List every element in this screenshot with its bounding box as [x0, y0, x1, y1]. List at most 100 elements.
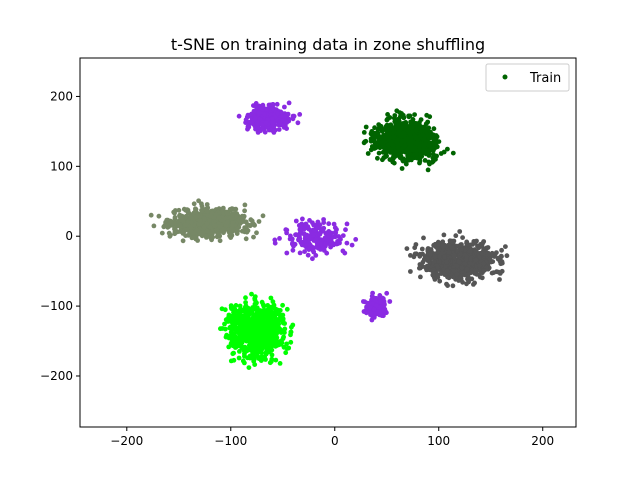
data-point	[177, 229, 183, 234]
data-point	[226, 229, 232, 235]
data-point	[254, 345, 260, 351]
data-point	[277, 312, 283, 318]
data-point	[311, 232, 316, 238]
data-point	[253, 323, 258, 329]
data-point	[240, 358, 246, 364]
data-point	[392, 113, 398, 118]
data-point	[263, 351, 269, 357]
data-point	[378, 311, 384, 317]
data-point	[231, 334, 236, 340]
data-point	[243, 300, 249, 305]
data-point	[237, 349, 242, 354]
data-point	[268, 295, 274, 301]
data-point	[159, 230, 165, 236]
data-point	[449, 239, 455, 245]
data-point	[338, 236, 343, 242]
data-point	[266, 327, 272, 332]
data-point	[248, 217, 254, 223]
data-point	[222, 321, 227, 327]
data-point	[226, 314, 232, 320]
data-point	[302, 249, 307, 255]
data-point	[290, 116, 296, 122]
data-point	[228, 303, 234, 308]
data-point	[332, 230, 338, 235]
data-point	[372, 125, 377, 131]
legend-box	[485, 63, 570, 92]
data-point	[204, 221, 210, 227]
data-point	[395, 130, 401, 136]
data-point	[310, 248, 316, 253]
data-point	[403, 123, 409, 128]
data-point	[226, 344, 232, 350]
data-point	[457, 229, 463, 234]
data-point	[297, 250, 303, 256]
data-point	[313, 237, 319, 242]
scatter-points	[148, 100, 510, 370]
data-point	[268, 310, 273, 316]
data-point	[307, 233, 313, 239]
data-point	[262, 329, 268, 335]
data-point	[363, 124, 369, 130]
data-point	[424, 256, 430, 262]
data-point	[464, 281, 469, 287]
data-point	[254, 230, 259, 236]
data-point	[366, 302, 372, 307]
data-point	[246, 365, 252, 370]
data-point	[415, 140, 420, 145]
data-point	[331, 242, 336, 248]
x-tick-label: −200	[110, 434, 143, 448]
data-point	[219, 228, 225, 234]
data-point	[427, 135, 432, 141]
data-point	[217, 238, 223, 244]
data-point	[259, 323, 265, 329]
data-point	[260, 213, 266, 219]
data-point	[361, 309, 367, 314]
data-point	[290, 247, 296, 253]
data-point	[391, 135, 396, 140]
data-point	[268, 317, 274, 323]
data-point	[233, 303, 239, 308]
data-point	[460, 235, 465, 241]
data-point	[255, 120, 260, 126]
data-point	[151, 223, 157, 229]
data-point	[270, 299, 276, 305]
data-point	[310, 256, 315, 262]
data-point	[440, 243, 446, 249]
data-point	[437, 278, 443, 284]
data-point	[278, 341, 284, 347]
data-point	[274, 101, 280, 107]
data-point	[446, 250, 452, 255]
data-point	[277, 236, 282, 241]
data-point	[372, 134, 377, 140]
x-tick-label: 0	[331, 434, 339, 448]
data-point	[392, 149, 398, 155]
data-point	[459, 273, 464, 278]
data-point	[228, 358, 234, 364]
data-point	[236, 355, 242, 361]
data-point	[394, 125, 400, 131]
data-point	[284, 126, 289, 131]
data-point	[225, 219, 230, 225]
data-point	[458, 243, 464, 248]
data-point	[259, 333, 264, 339]
data-point	[418, 274, 423, 280]
data-point	[243, 307, 249, 313]
data-point	[464, 239, 470, 245]
data-point	[299, 242, 305, 248]
data-point	[231, 350, 237, 356]
data-point	[256, 308, 261, 314]
data-point	[241, 345, 247, 351]
data-point	[196, 198, 202, 204]
data-point	[164, 217, 170, 223]
data-point	[197, 230, 203, 235]
data-point	[259, 314, 265, 320]
data-point	[263, 333, 269, 339]
data-point	[394, 138, 400, 143]
data-point	[407, 113, 413, 119]
data-point	[363, 138, 369, 144]
data-point	[387, 146, 392, 152]
data-point	[284, 341, 289, 347]
legend: Train	[485, 63, 570, 92]
data-point	[200, 230, 206, 235]
y-tick-label: −200	[40, 369, 73, 383]
